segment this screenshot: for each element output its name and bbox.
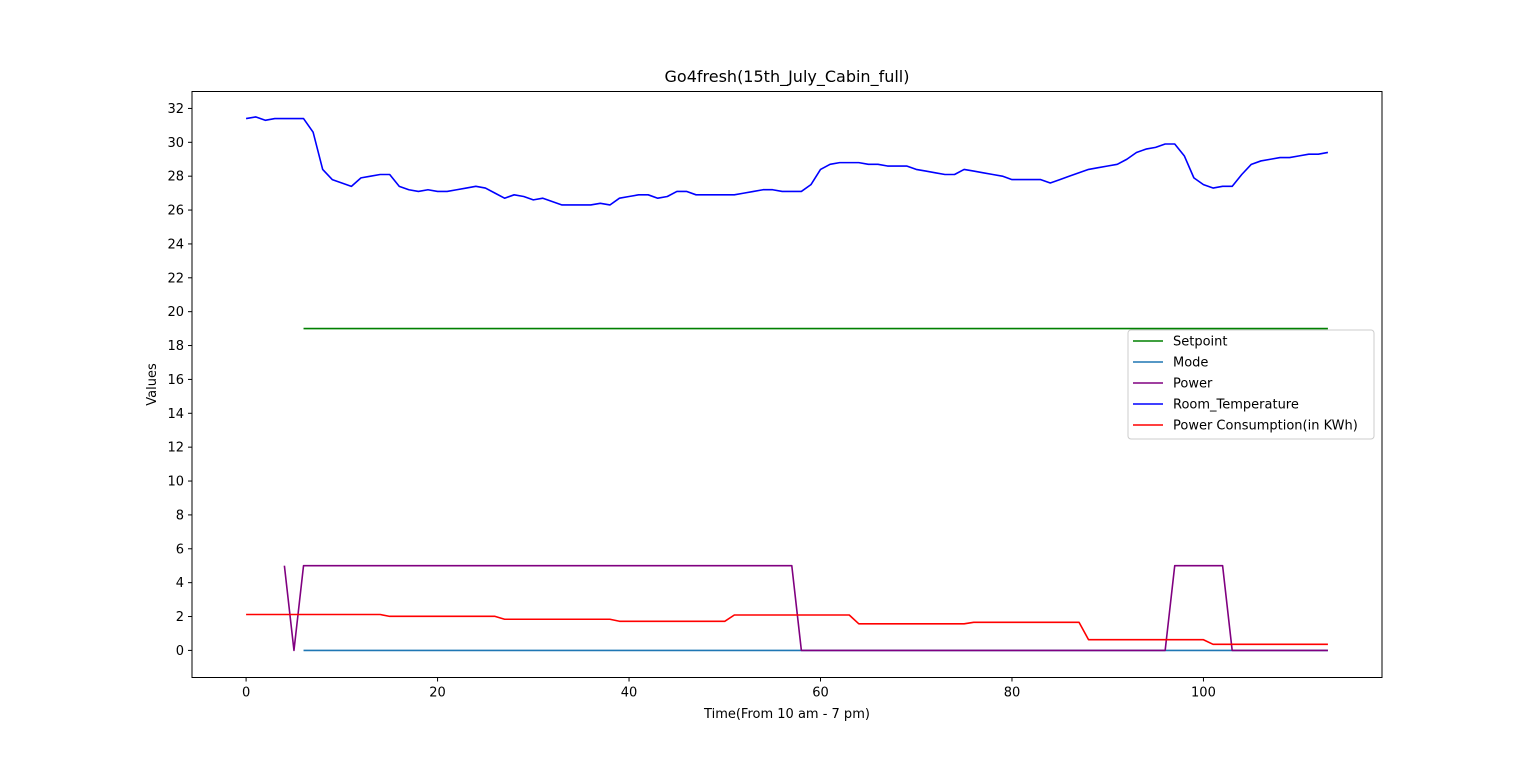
y-axis-label: Values <box>145 363 160 406</box>
y-tick-label: 22 <box>167 271 184 286</box>
series-line-power <box>283 564 1328 652</box>
y-tick-label: 12 <box>167 441 184 456</box>
y-tick-label: 2 <box>176 610 184 625</box>
legend-label-room-temperature: Room_Temperature <box>1173 398 1299 413</box>
y-tick-label: 24 <box>167 237 184 252</box>
y-tick-label: 20 <box>167 305 184 320</box>
series-line-power-consumption-in-kwh <box>246 613 1328 646</box>
x-tick-label: 80 <box>1004 686 1021 701</box>
x-tick-label: 20 <box>429 686 446 701</box>
y-tick-label: 32 <box>167 102 184 117</box>
y-tick-label: 0 <box>176 644 184 659</box>
legend-label-power-consumption-in-kwh: Power Consumption(in KWh) <box>1173 419 1358 434</box>
y-tick-label: 28 <box>167 170 184 185</box>
x-tick-label: 100 <box>1191 686 1216 701</box>
legend-label-mode: Mode <box>1173 356 1208 371</box>
y-tick-label: 10 <box>167 475 184 490</box>
y-tick-label: 14 <box>167 407 184 422</box>
y-tick-label: 30 <box>167 136 184 151</box>
legend-label-power: Power <box>1173 377 1213 392</box>
series-layer <box>245 116 1329 652</box>
legend-label-setpoint: Setpoint <box>1173 335 1228 350</box>
series-line-room-temperature <box>245 116 1329 206</box>
chart-title: Go4fresh(15th_July_Cabin_full) <box>665 67 910 87</box>
y-tick-label: 4 <box>176 576 184 591</box>
legend-box <box>1127 329 1375 440</box>
legend: Setpoint Mode Power Room_Temperature Power C… <box>1127 329 1375 440</box>
x-tick-label: 60 <box>812 686 829 701</box>
y-tick-label: 6 <box>176 542 184 557</box>
y-tick-label: 18 <box>167 339 184 354</box>
y-tick-label: 16 <box>167 373 184 388</box>
tick-layer: 0 20 40 60 80 1000246810121416182022242628303… <box>167 102 1215 701</box>
plot-frame <box>191 91 1383 678</box>
x-axis-label: Time(From 10 am - 7 pm) <box>703 707 870 722</box>
y-tick-label: 26 <box>167 204 184 219</box>
x-tick-label: 0 <box>242 686 250 701</box>
x-tick-label: 40 <box>621 686 638 701</box>
y-tick-label: 8 <box>176 508 184 523</box>
